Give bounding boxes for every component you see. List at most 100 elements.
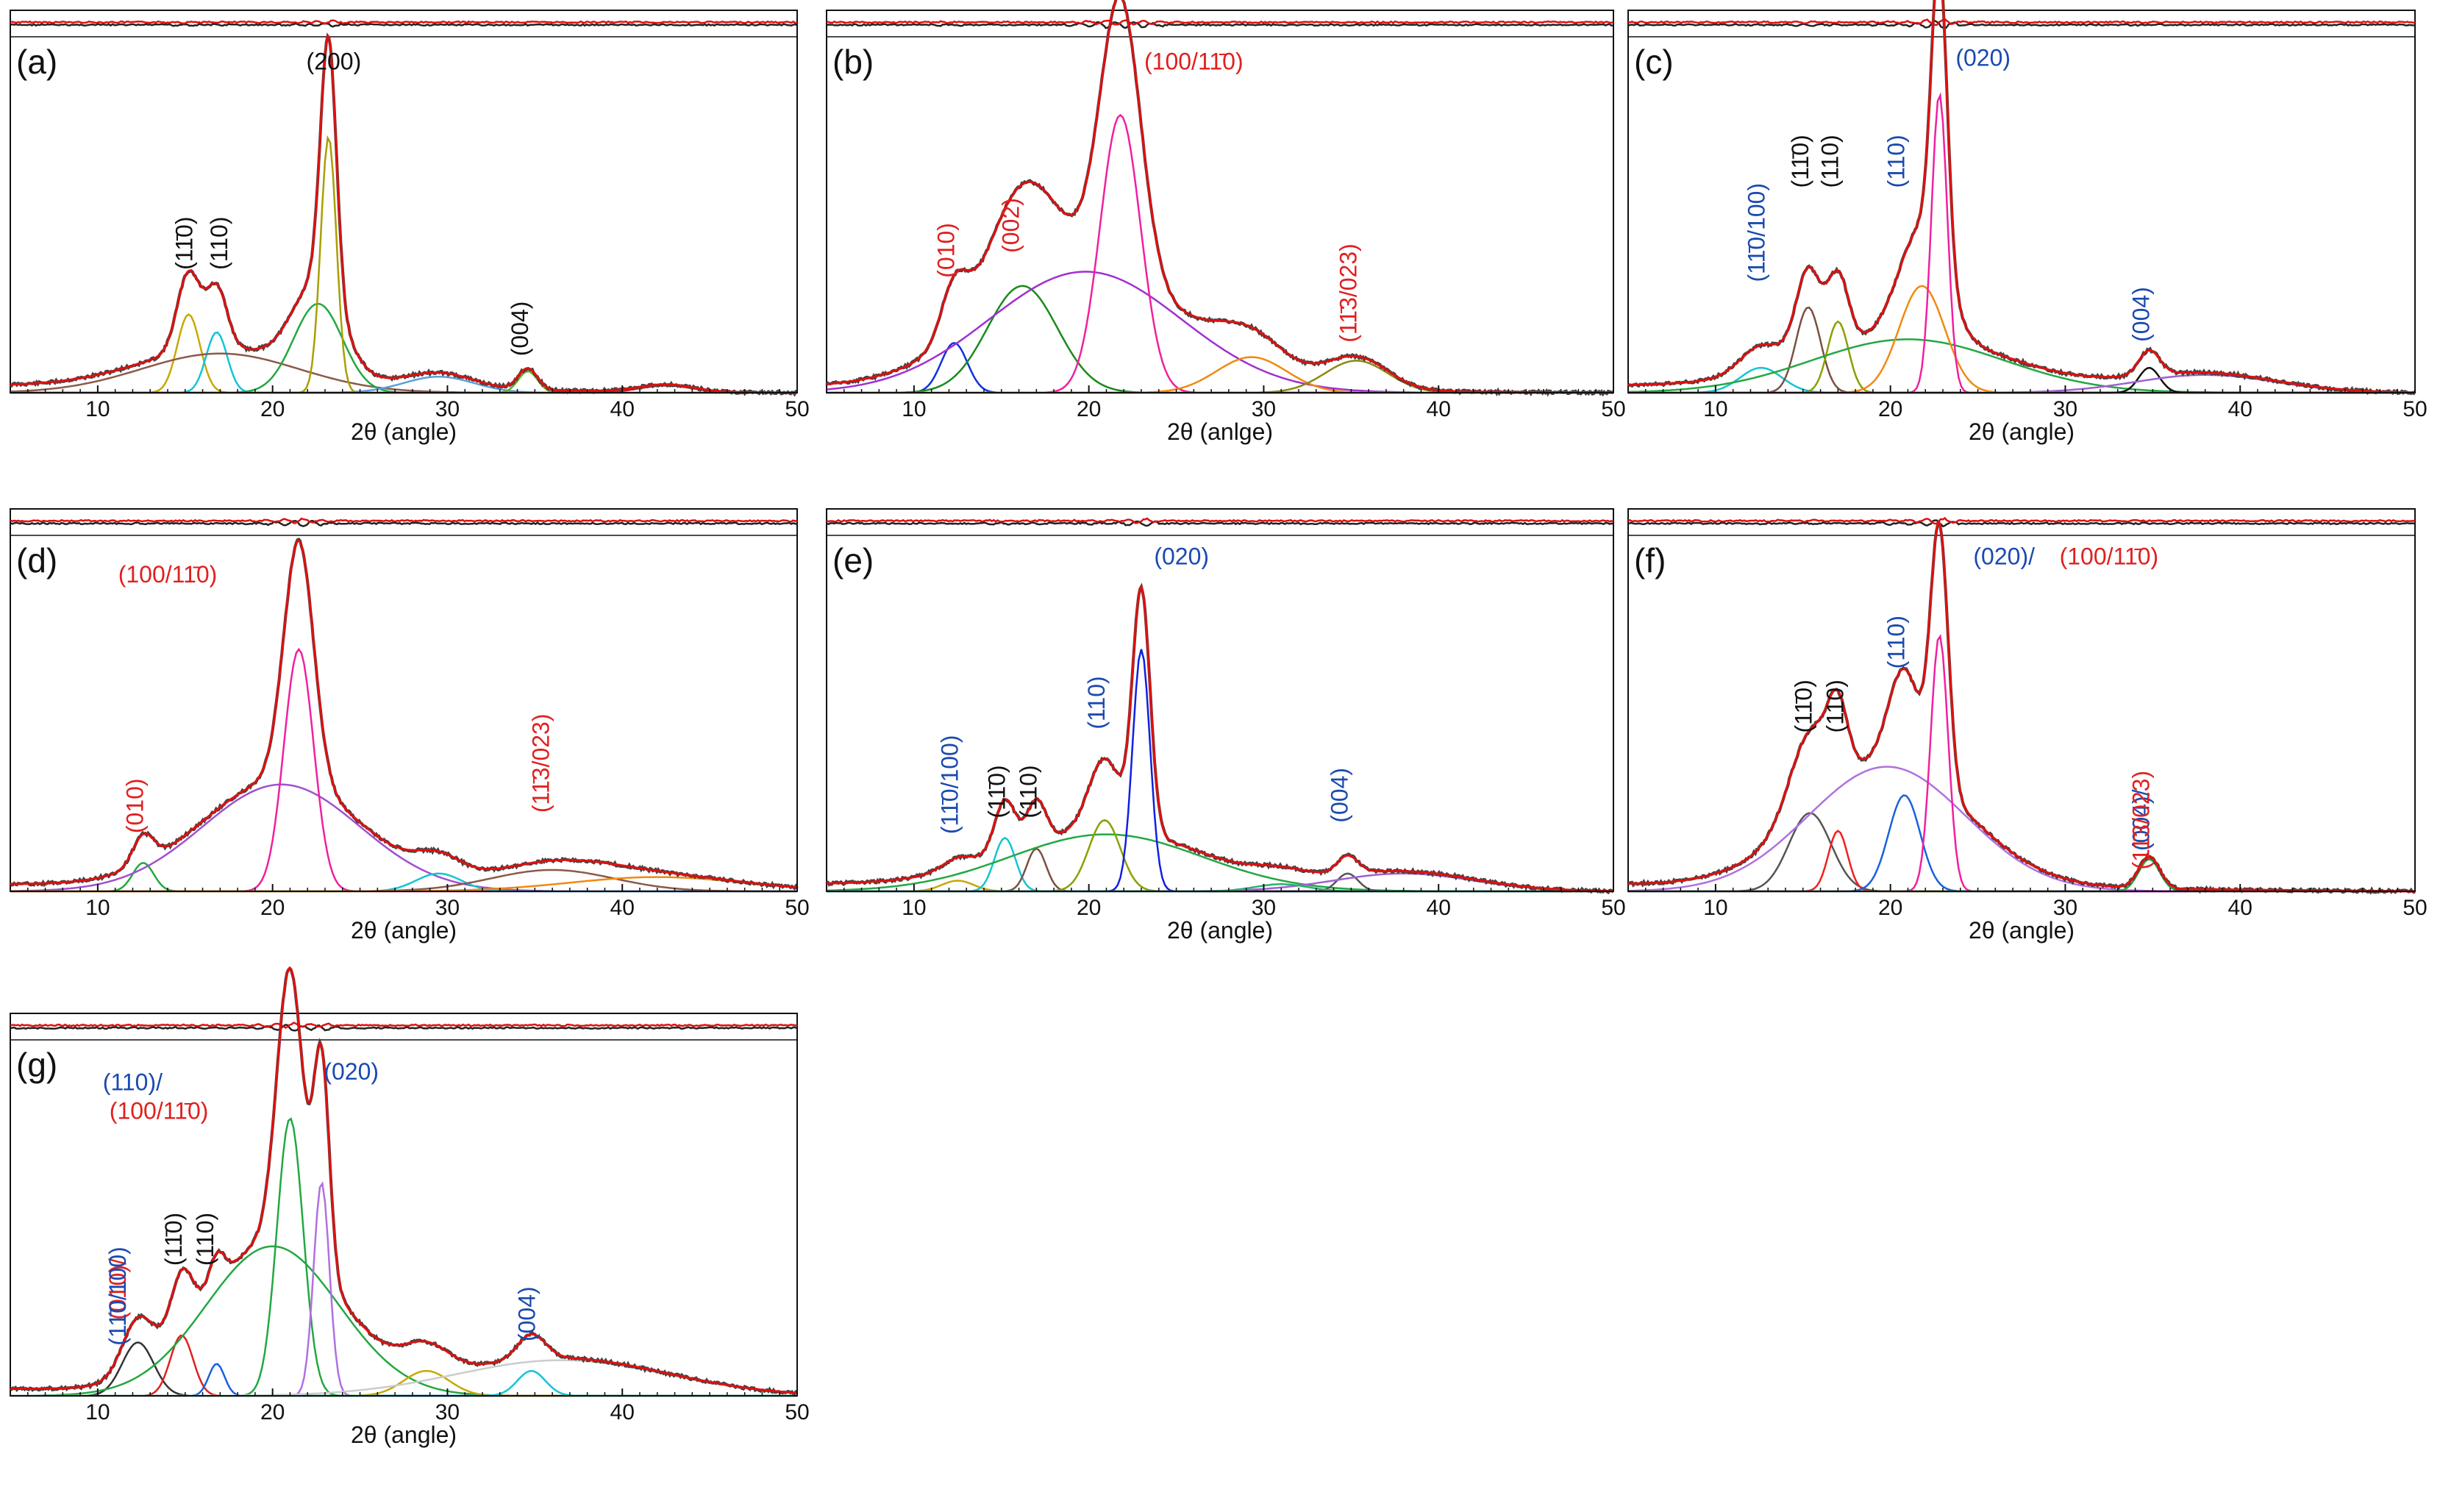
- residual-trace-measured: [826, 21, 1614, 29]
- fitted-total-line: [827, 585, 1613, 893]
- peak-annotation: (11̄0/100): [1744, 183, 1770, 282]
- peak-annotation: (11̄3/023): [527, 713, 554, 813]
- peak-annotation: (110): [1883, 616, 1910, 668]
- panel-label: (g): [16, 1046, 57, 1084]
- fitted-total-line: [10, 539, 798, 889]
- fit-component-peak-6: [827, 360, 1613, 394]
- x-tick-label: 30: [435, 397, 460, 421]
- residual-trace-fit: [10, 1021, 798, 1029]
- residual-trace-measured: [10, 519, 798, 527]
- fit-component-peak-5: [827, 356, 1613, 394]
- plot-frame: [10, 10, 798, 393]
- fit-component-peak-4: [10, 302, 797, 394]
- peak-annotation: (200): [307, 49, 362, 75]
- x-tick-label: 50: [785, 397, 809, 421]
- x-tick-label: 10: [85, 397, 110, 421]
- x-tick-label: 50: [1601, 896, 1625, 920]
- fitted-total-line: [10, 34, 797, 394]
- peak-annotation: (010)/: [104, 1258, 131, 1320]
- x-tick-label: 40: [1427, 397, 1451, 421]
- measured-pattern-line: [1627, 519, 2416, 895]
- x-axis-label: 2θ (angle): [351, 1422, 457, 1448]
- fit-component-peak-3: [1628, 320, 2415, 394]
- peak-annotation: (11̄3/023): [2128, 771, 2155, 870]
- peak-annotation: (004)/: [2128, 789, 2155, 851]
- fit-component-peak-3: [1628, 766, 2415, 893]
- peak-annotation: (11̄0): [1791, 680, 1817, 732]
- panel-label: (a): [16, 43, 57, 81]
- x-tick-label: 20: [260, 397, 285, 421]
- x-tick-label: 20: [260, 1400, 285, 1424]
- fit-component-peak-5: [1628, 633, 2415, 893]
- peak-annotation: (004): [2128, 287, 2155, 342]
- residual-trace-fit: [10, 19, 798, 25]
- peak-annotation: (100/11̄0): [118, 561, 218, 588]
- fit-component-peak-4: [1628, 794, 2415, 893]
- x-tick-label: 40: [610, 397, 635, 421]
- x-tick-label: 50: [785, 1400, 809, 1424]
- x-tick-label: 10: [1703, 896, 1727, 920]
- fit-component-peak-5: [1628, 285, 2415, 394]
- peak-annotation: (110): [192, 1213, 218, 1266]
- peak-annotation: (100/11̄0): [1144, 49, 1244, 75]
- x-tick-label: 40: [1427, 896, 1451, 920]
- x-axis-label: 2θ (angle): [351, 917, 457, 944]
- peak-annotation: (110): [206, 217, 232, 270]
- residual-trace-measured: [1627, 19, 2416, 30]
- x-tick-label: 40: [2228, 397, 2252, 421]
- chart-panel-d: 10 20 30 40 50 2θ (angle) (d) (100/11̄0) (010) (1…: [10, 508, 810, 944]
- residual-trace-measured: [1627, 519, 2416, 528]
- fitted-total-line: [1627, 0, 2415, 394]
- residual-trace-measured: [10, 22, 798, 28]
- x-axis-label: 2θ (angle): [1167, 917, 1273, 944]
- residual-trace-fit: [10, 517, 798, 524]
- peak-annotation: (010): [933, 223, 960, 278]
- chart-panel-g: 10 20 30 40 50 2θ (angle) (g) (010)/(11̄0/100) (…: [9, 966, 810, 1448]
- peak-annotation: (11̄3/023): [1335, 243, 1362, 343]
- residual-trace-fit: [826, 517, 1614, 524]
- x-tick-label: 20: [260, 896, 285, 920]
- peak-annotation: (100/11̄0): [2060, 543, 2159, 570]
- fit-component-peak-9: [827, 883, 1613, 893]
- x-tick-label: 30: [2053, 397, 2077, 421]
- x-tick-label: 10: [85, 1400, 110, 1424]
- x-axis-label: 2θ (anlge): [1167, 418, 1273, 445]
- x-tick-label: 40: [2228, 896, 2252, 920]
- x-tick-label: 30: [2053, 896, 2077, 920]
- peak-annotation: (110): [1822, 680, 1849, 732]
- x-axis-label: 2θ (angle): [1969, 418, 2075, 445]
- residual-trace-fit: [1627, 18, 2416, 26]
- peak-annotation: (020): [1154, 543, 1209, 570]
- peak-annotation: (110)/: [103, 1069, 163, 1096]
- peak-annotation: (002): [998, 198, 1024, 253]
- peak-annotation: (100/11̄0): [110, 1097, 209, 1124]
- x-axis-label: 2θ (angle): [351, 418, 457, 445]
- peak-annotation: (11̄0/100): [104, 1247, 131, 1346]
- x-tick-label: 30: [435, 1400, 460, 1424]
- residual-trace-fit: [1628, 516, 2416, 525]
- x-tick-label: 10: [902, 397, 926, 421]
- chart-panel-a: 10 20 30 40 50 2θ (angle) (a) (11̄0) (110) (200) (…: [10, 10, 810, 445]
- fitted-total-line: [826, 0, 1613, 394]
- x-tick-label: 30: [435, 896, 460, 920]
- panel-label: (f): [1634, 541, 1666, 580]
- peak-annotation: (110): [1816, 135, 1843, 188]
- x-tick-label: 30: [1252, 397, 1276, 421]
- residual-trace-measured: [826, 520, 1614, 527]
- x-tick-label: 40: [610, 896, 635, 920]
- fit-component-peak-3: [826, 271, 1613, 394]
- fit-component-peak-1: [10, 1341, 797, 1397]
- residual-trace-measured: [10, 1024, 798, 1032]
- peak-annotation: (11̄0): [171, 217, 197, 270]
- x-tick-label: 20: [1077, 896, 1101, 920]
- x-tick-label: 10: [1703, 397, 1727, 421]
- x-tick-label: 10: [902, 896, 926, 920]
- peak-annotation: (110): [1015, 765, 1041, 818]
- peak-annotation: (11̄0): [1787, 135, 1813, 188]
- peak-annotation: (11̄0): [160, 1213, 187, 1266]
- fit-component-peak-3: [827, 847, 1613, 893]
- x-tick-label: 20: [1878, 397, 1902, 421]
- measured-pattern-line: [10, 32, 798, 397]
- panel-label: (d): [16, 541, 57, 580]
